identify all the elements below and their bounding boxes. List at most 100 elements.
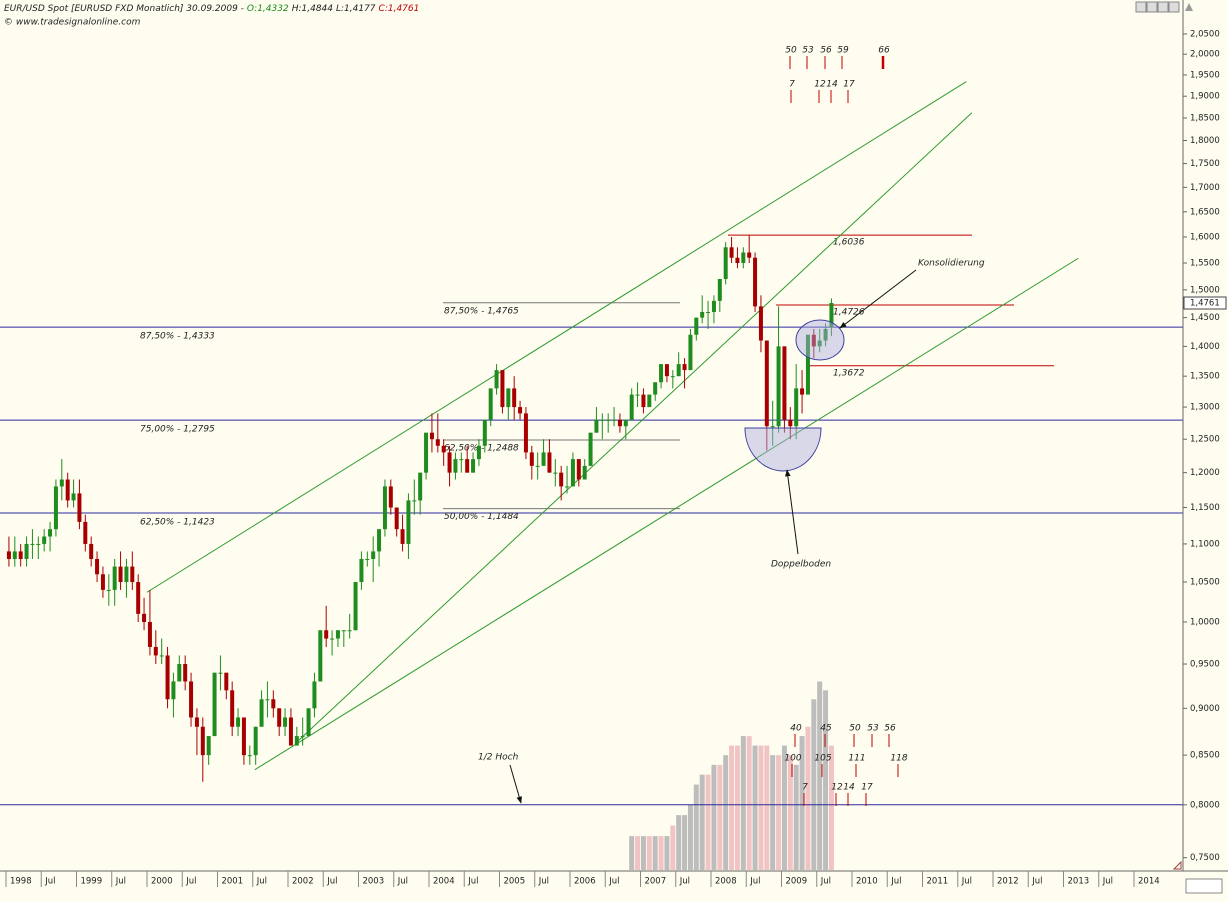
candle-body [65,479,70,501]
bar [805,726,811,870]
candle-body [312,681,317,709]
bar [828,745,834,870]
x-tick-label: 2003 [362,877,384,887]
x-tick-label: Jul [1102,877,1113,887]
x-tick-label: 2007 [644,877,666,887]
bar [629,836,635,870]
candle-body [382,486,387,530]
x-tick-label: Jul [256,877,267,887]
bar [740,736,746,870]
arrow [785,469,799,555]
candle-body [805,334,810,395]
y-tick-label: 1,8000 [1190,136,1220,146]
candle-body [335,630,340,639]
candle-body [600,419,605,421]
y-tick-label: 2,0000 [1190,50,1220,60]
toolbar-button[interactable] [1157,1,1169,13]
y-tick-label: 0,9000 [1190,704,1220,714]
candle-body [136,582,141,614]
candle-body [471,459,476,473]
x-tick-label: 2012 [997,877,1019,887]
candle-body [341,630,346,632]
y-tick-label: 1,4000 [1190,342,1220,352]
toolbar-button[interactable] [1146,1,1158,13]
x-tick-label: Jul [185,877,196,887]
candle-body [476,445,481,460]
toolbar-button[interactable] [1168,1,1180,13]
y-tick-label: 1,2500 [1190,435,1220,445]
bar [658,836,664,870]
cycle-label: 45 [820,724,832,734]
candle-body [171,681,176,700]
candle-body [147,622,152,647]
x-tick-label: Jul [397,877,408,887]
candle-body [635,394,640,396]
candle-body [283,717,288,727]
bar [793,764,799,870]
candle-body [653,382,658,395]
candle-body [594,419,599,433]
candle-body [365,558,370,560]
cycle-label: 50 [785,46,797,56]
y-tick-label: 0,7500 [1190,853,1220,863]
candle-body [142,613,147,623]
candle-body [512,388,517,408]
candle-body [83,521,88,544]
header-low: L:1,4177 [336,4,376,14]
toolbar-button[interactable] [1135,1,1147,13]
candle-body [706,311,711,313]
x-tick-label: Jul [820,877,831,887]
candle-body [153,646,158,656]
cycle-label: 50 [849,724,861,734]
header-title: EUR/USD Spot [EURUSD FXD Monatlich] 30.0… [4,4,244,14]
candle-body [429,432,434,440]
candle-body [112,566,117,590]
candle-body [823,329,828,341]
x-tick-label: 2000 [151,877,173,887]
level-label: 62,50% - 1,2488 [444,443,519,453]
candle-body [318,630,323,682]
annotation: 1/2 Hoch [478,753,519,763]
candle-body [688,334,693,371]
y-tick-label: 1,3500 [1190,372,1220,382]
trend-line [146,81,967,593]
y-tick-label: 1,6500 [1190,207,1220,217]
x-tick-label: 2002 [292,877,314,887]
bar [676,815,682,870]
candle-body [241,717,246,756]
header: EUR/USD Spot [EURUSD FXD Monatlich] 30.0… [4,4,419,14]
candle-body [606,419,611,421]
candle-body [118,566,123,583]
candle-body [236,717,241,727]
cycle-label: 17 [843,80,855,90]
candle-body [800,388,805,395]
cycle-label: 17 [861,783,873,793]
x-tick-label: 1998 [10,877,32,887]
y-tick-label: 0,9500 [1190,660,1220,670]
cycle-label: 59 [837,46,849,56]
candle-body [394,507,399,530]
scroll-up[interactable] [1185,3,1193,11]
candle-body [559,472,564,487]
candle-body [435,439,440,446]
cycle-label: 105 [814,754,831,764]
x-tick-label: Jul [538,877,549,887]
toolbar[interactable] [1135,1,1193,13]
candle-body [324,630,329,639]
source: © www.tradesignalonline.com [4,18,141,28]
candle-body [788,419,793,427]
corner-box [1185,878,1223,894]
bar [823,690,829,870]
arrow [839,269,917,329]
candle-body [424,432,429,473]
x-tick-label: 1999 [80,877,102,887]
y-tick-label: 0,8500 [1190,751,1220,761]
header-high: H:1,4844 [292,4,334,14]
candle-body [547,452,552,473]
candle-body [570,459,575,487]
x-tick-label: 2001 [221,877,243,887]
candle-body [288,717,293,746]
candle-body [753,257,758,307]
candle-body [741,252,746,263]
